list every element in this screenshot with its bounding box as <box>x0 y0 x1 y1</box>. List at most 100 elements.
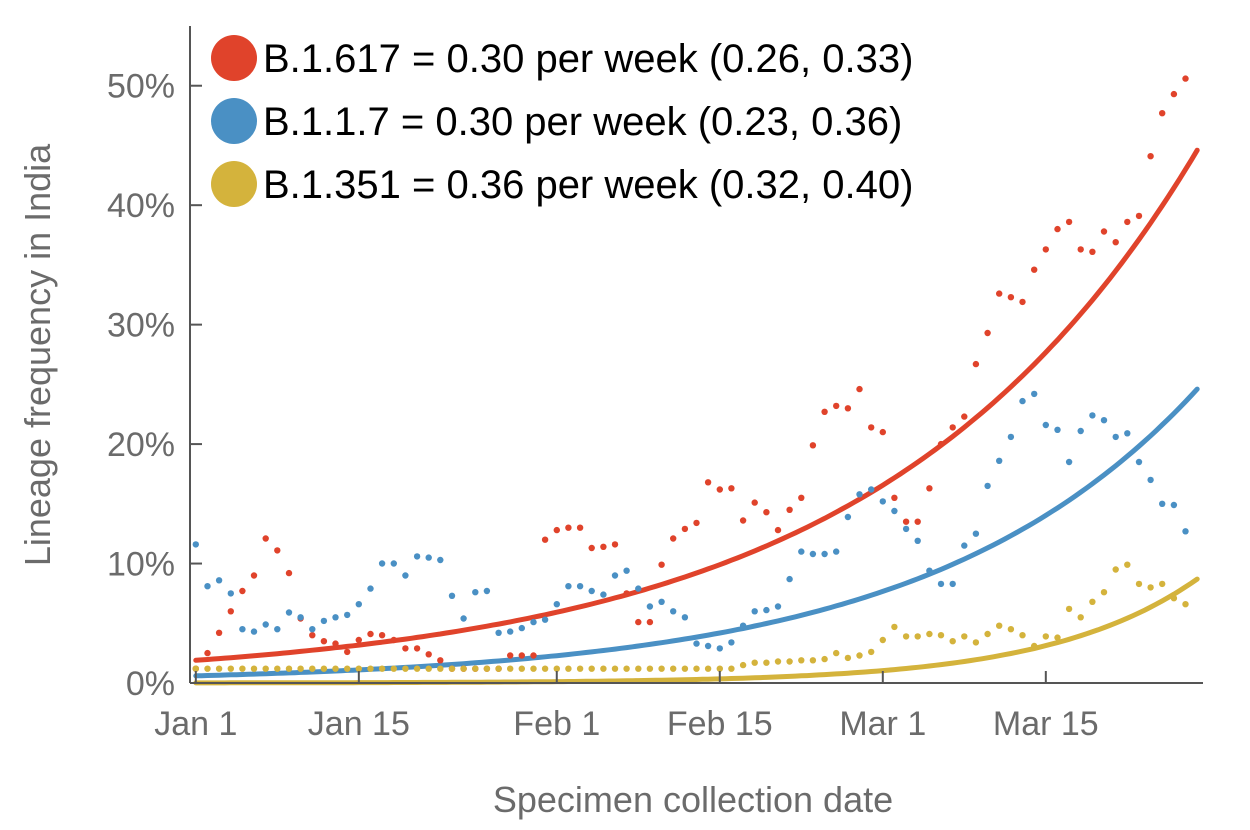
data-point <box>460 665 467 672</box>
x-axis-title: Specimen collection date <box>493 779 893 820</box>
data-point <box>937 580 945 588</box>
data-point <box>1182 528 1189 535</box>
data-point <box>891 507 898 515</box>
data-point <box>984 630 991 638</box>
data-point <box>623 567 630 574</box>
y-tick-label: 20% <box>107 426 175 464</box>
data-point <box>658 665 665 672</box>
data-point <box>460 615 467 622</box>
data-point <box>1135 458 1143 466</box>
y-tick-label: 50% <box>107 68 175 106</box>
data-point <box>623 665 630 672</box>
data-point <box>635 665 642 672</box>
data-point <box>681 665 689 672</box>
data-point <box>844 405 852 412</box>
data-point <box>635 585 642 592</box>
x-tick-label: Jan 1 <box>154 705 237 743</box>
data-point <box>1007 433 1015 441</box>
data-point <box>670 535 677 542</box>
data-point <box>588 544 595 552</box>
data-point <box>239 626 246 633</box>
data-point <box>239 587 246 595</box>
data-point <box>344 648 351 656</box>
data-point <box>774 603 782 610</box>
data-point <box>204 665 211 672</box>
data-point <box>763 659 770 666</box>
data-point <box>716 645 723 652</box>
data-point <box>1089 248 1096 255</box>
data-point <box>600 543 607 550</box>
data-point <box>518 652 525 659</box>
data-point <box>1124 561 1131 568</box>
data-point <box>320 617 328 625</box>
data-point <box>926 630 933 638</box>
data-point <box>1124 218 1131 226</box>
data-point <box>297 614 304 621</box>
data-point <box>914 518 921 525</box>
data-point <box>1100 589 1108 596</box>
data-point <box>798 657 805 664</box>
data-point <box>448 665 456 672</box>
data-point <box>821 655 828 663</box>
data-point <box>413 553 421 560</box>
data-point <box>856 652 863 659</box>
data-point <box>1031 642 1038 650</box>
data-point <box>367 585 374 592</box>
data-point <box>425 665 432 672</box>
data-point <box>297 665 304 672</box>
data-point <box>285 569 293 577</box>
data-point <box>902 633 910 640</box>
data-point <box>1182 601 1189 608</box>
data-point <box>868 648 875 656</box>
data-point <box>530 665 537 672</box>
data-point <box>1065 458 1073 466</box>
data-point <box>1112 433 1119 441</box>
data-point <box>623 590 630 597</box>
data-point <box>914 633 921 640</box>
data-point <box>961 633 968 640</box>
data-point <box>704 665 712 672</box>
data-point <box>367 630 374 638</box>
y-ticks: 0% 10% 20% 30% 40% 50% <box>107 68 202 703</box>
data-point <box>553 665 560 672</box>
data-point <box>611 572 619 579</box>
data-point <box>309 632 316 639</box>
data-point <box>425 651 432 658</box>
data-point <box>751 499 758 506</box>
data-point <box>716 486 723 493</box>
data-point <box>728 485 735 492</box>
data-point <box>565 583 572 590</box>
data-point <box>192 665 199 672</box>
data-point <box>1170 595 1178 602</box>
data-point <box>309 665 316 672</box>
data-point <box>495 629 502 636</box>
data-point <box>635 618 642 626</box>
data-point <box>215 629 223 636</box>
data-point <box>1112 239 1119 246</box>
data-point <box>344 611 351 619</box>
x-tick-label: Mar 15 <box>993 705 1099 743</box>
data-point <box>1042 421 1050 429</box>
data-point <box>483 665 491 672</box>
data-point <box>262 621 269 628</box>
data-point <box>437 665 444 672</box>
data-point <box>1031 266 1038 273</box>
legend-marker <box>211 161 257 207</box>
data-point <box>728 639 735 646</box>
data-point <box>1159 580 1166 588</box>
data-point <box>565 665 572 672</box>
data-point <box>1135 212 1143 220</box>
data-point <box>1135 580 1143 588</box>
y-tick-label: 0% <box>126 665 175 703</box>
data-point <box>926 567 933 574</box>
data-point <box>786 575 793 583</box>
data-point <box>507 652 514 659</box>
data-point <box>507 628 514 635</box>
data-point <box>413 665 421 672</box>
data-point <box>704 642 712 650</box>
data-point <box>844 654 852 662</box>
data-point <box>1147 476 1154 484</box>
data-point <box>204 583 211 590</box>
y-tick-label: 40% <box>107 187 175 225</box>
